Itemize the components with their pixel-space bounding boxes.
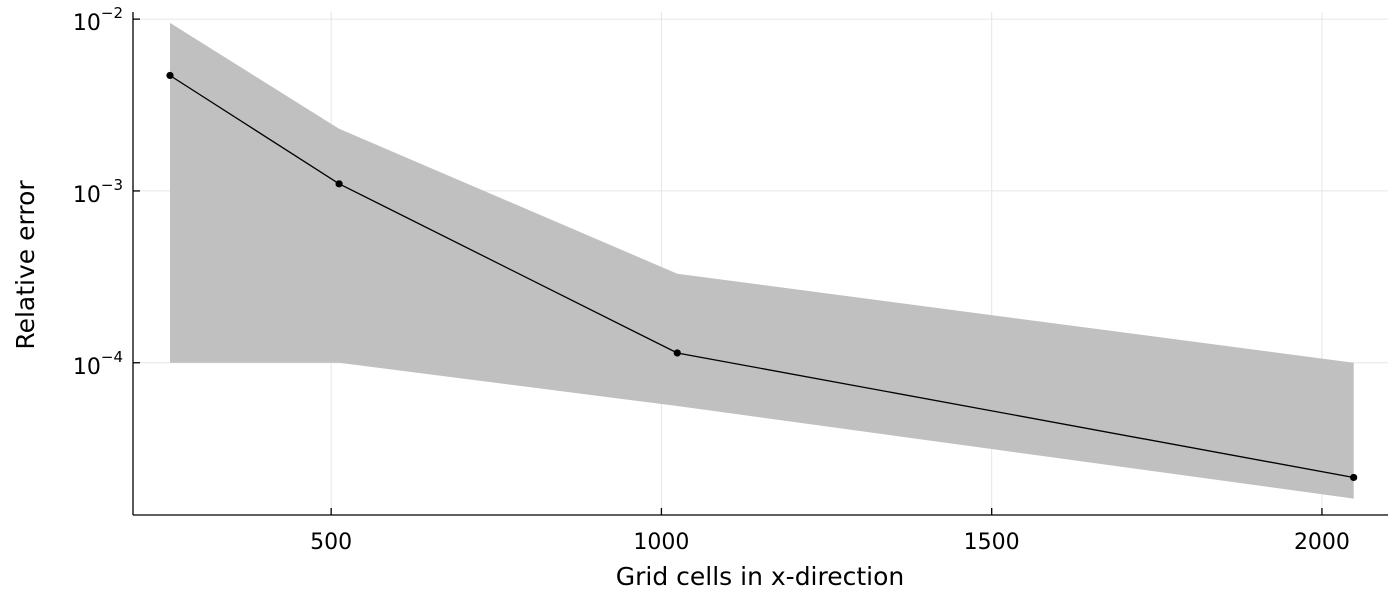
- y-tick-label: 10−2: [73, 4, 123, 36]
- x-tick-label: 1500: [964, 530, 1020, 555]
- x-tick-label: 2000: [1294, 530, 1350, 555]
- y-tick-label-base: 10: [73, 183, 101, 208]
- x-axis-label: Grid cells in x-direction: [616, 562, 905, 591]
- error-band-area: [170, 22, 1354, 499]
- y-tick-label-base: 10: [73, 355, 101, 380]
- y-tick-label-exponent: −4: [101, 348, 123, 366]
- series-line: [169, 74, 1354, 479]
- y-tick-label-exponent: −2: [101, 4, 123, 22]
- x-tick-label: 500: [310, 530, 352, 555]
- y-tick-label-exponent: −3: [101, 176, 123, 194]
- y-tick-label-base: 10: [73, 11, 101, 36]
- y-tick-label: 10−4: [73, 348, 123, 380]
- x-tick-label: 1000: [633, 530, 689, 555]
- data-point: [335, 180, 343, 188]
- data-point: [1350, 473, 1358, 482]
- axes: [132, 12, 1388, 516]
- series-line-group: [166, 71, 1358, 482]
- data-point: [673, 349, 681, 357]
- y-tick-label: 10−3: [73, 176, 123, 208]
- data-point: [166, 71, 174, 80]
- error-band: [170, 22, 1354, 499]
- y-axis-label: Relative error: [11, 180, 40, 350]
